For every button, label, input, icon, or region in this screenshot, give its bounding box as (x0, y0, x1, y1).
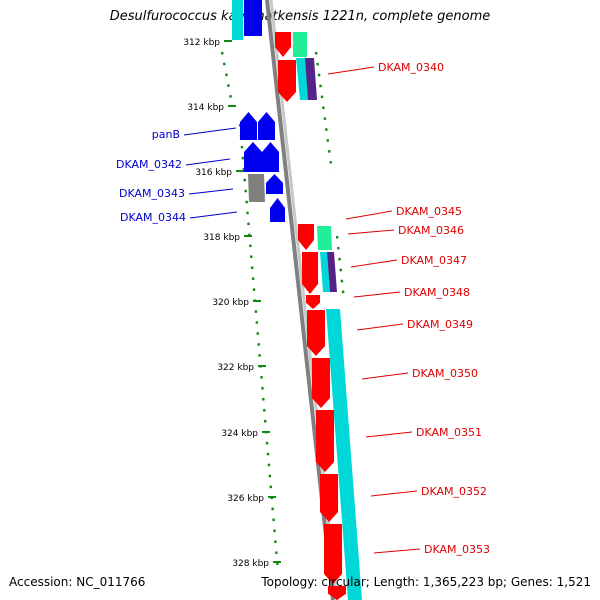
gene-label-forward: DKAM_0348 (404, 286, 470, 299)
gene-leader-line (353, 291, 401, 298)
gene-leader-line (356, 323, 404, 331)
cds-feature-top (232, 0, 243, 40)
tick-label: 312 kbp (183, 38, 220, 48)
cds-reverse-0344 (270, 198, 285, 222)
guide-dots-left (220, 51, 234, 105)
tick-label: 322 kbp (217, 363, 254, 373)
map-title: Desulfurococcus kamchatkensis 1221n, com… (109, 9, 491, 24)
gene-leader-line (347, 229, 395, 235)
feature-cyan-long (326, 309, 362, 600)
tick-label: 328 kbp (232, 559, 269, 569)
cds-reverse-0343 (266, 174, 283, 194)
gene-label-forward: DKAM_0352 (421, 485, 487, 498)
feature-cyan-0347 (320, 252, 330, 292)
cds-forward-0349 (307, 310, 325, 356)
cds-forward-0353 (324, 524, 342, 584)
cds-reverse-panB (258, 112, 275, 140)
gene-label-reverse: DKAM_0343 (119, 187, 185, 200)
cds-forward-0354 (328, 586, 346, 600)
gene-leader-line (365, 431, 413, 438)
gene-label-forward: DKAM_0349 (407, 318, 473, 331)
gene-label-reverse: DKAM_0344 (120, 211, 186, 224)
gene-label-reverse: panB (152, 128, 180, 141)
gene-leader-line (345, 210, 393, 220)
gene-label-forward: DKAM_0345 (396, 205, 462, 218)
cds-forward-top-2 (278, 60, 296, 102)
gene-label-forward: DKAM_0351 (416, 426, 482, 439)
feature-purple-top (305, 58, 317, 100)
gene-leader-line (188, 188, 234, 195)
feature-green-top (293, 32, 307, 57)
feature-green-0346 (317, 226, 332, 250)
accession-label: Accession: NC_011766 (9, 575, 146, 589)
gene-label-forward: DKAM_0346 (398, 224, 464, 237)
cds-forward-0348 (306, 295, 320, 309)
gene-label-reverse: DKAM_0342 (116, 158, 182, 171)
tick-label: 316 kbp (195, 168, 232, 178)
tick-label: 314 kbp (187, 103, 224, 113)
tick-label: 318 kbp (203, 233, 240, 243)
guide-dots-right (314, 51, 334, 173)
gene-leader-line (185, 158, 231, 166)
gene-leader-line (327, 66, 375, 75)
tick-label: 326 kbp (227, 494, 264, 504)
gene-leader-line (361, 372, 409, 380)
gene-leader-line (189, 211, 238, 219)
gene-label-forward: DKAM_0347 (401, 254, 467, 267)
gene-leader-line (370, 490, 418, 497)
cds-forward-0351 (316, 410, 334, 472)
cds-reverse-0342 (244, 142, 262, 172)
gene-leader-line (350, 259, 398, 268)
gene-label-forward: DKAM_0353 (424, 543, 490, 556)
cds-forward-0346 (302, 252, 318, 294)
tick-label: 320 kbp (212, 298, 249, 308)
cds-forward-top-1 (275, 32, 291, 57)
cds-forward-0345 (298, 224, 314, 250)
gene-label-forward: DKAM_0350 (412, 367, 478, 380)
gene-leader-line (183, 127, 237, 136)
topology-label: Topology: circular; Length: 1,365,223 bp… (261, 575, 591, 589)
cds-reverse-0342b (262, 142, 279, 172)
cds-forward-0350 (312, 358, 330, 408)
feature-purple-0347 (327, 252, 337, 292)
gene-leader-line (373, 548, 421, 554)
tick-label: 324 kbp (221, 429, 258, 439)
gene-label-forward: DKAM_0340 (378, 61, 444, 74)
cds-reverse-panB-upstream (240, 112, 257, 140)
cds-forward-0352 (320, 474, 338, 522)
guide-dots-right (335, 235, 346, 301)
cds-reverse-top (244, 0, 262, 36)
cds-other-0343 (248, 174, 265, 202)
